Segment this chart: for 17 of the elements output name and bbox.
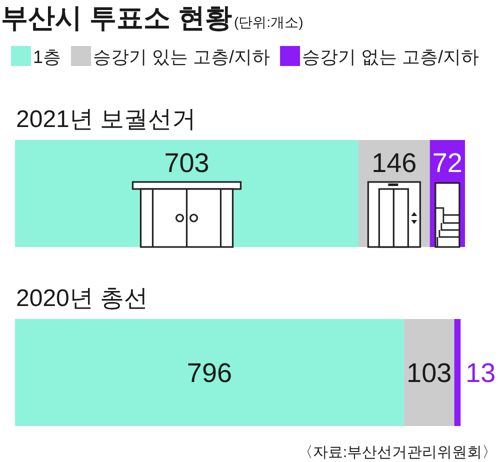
legend-label: 승강기 있는 고층/지하 [93, 47, 270, 67]
data-label: 13 [466, 358, 496, 388]
data-label: 103 [406, 358, 452, 388]
bar [454, 319, 461, 426]
data-label: 796 [186, 358, 232, 388]
bar [404, 319, 454, 426]
legend-label: 1층 [33, 47, 62, 67]
data-label: 72 [432, 148, 462, 178]
bar [15, 319, 404, 426]
data-label: 146 [372, 148, 417, 178]
chart-subtitle: (단위:개소) [234, 14, 304, 30]
data-label: 703 [164, 148, 210, 178]
y-tick-label: 2020년 총선 [16, 285, 148, 312]
y-tick-label: 2021년 보궐선거 [16, 106, 196, 133]
text: 〈자료:부산선거관리위원회〉 [298, 444, 497, 461]
legend-label: 승강기 없는 고층/지하 [302, 47, 480, 67]
chart-title: 부산시 투표소 현황 [1, 3, 232, 33]
